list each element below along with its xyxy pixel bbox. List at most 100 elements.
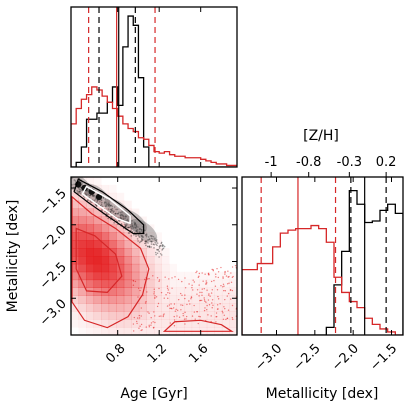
red-density-cell: [101, 327, 110, 335]
red-density-cell: [138, 263, 147, 273]
black-scatter-point: [93, 194, 96, 197]
red-density-cell: [93, 295, 102, 304]
red-scatter-point: [231, 316, 234, 319]
red-scatter-point: [191, 284, 193, 286]
black-scatter-point: [110, 204, 112, 206]
black-scatter-point: [121, 213, 123, 216]
black-scatter-point: [150, 241, 153, 243]
black-scatter-point: [110, 208, 112, 211]
red-density-cell: [123, 303, 132, 312]
red-scatter-point: [181, 280, 183, 283]
red-density-cell: [214, 287, 223, 296]
red-scatter-point: [198, 275, 200, 277]
red-scatter-point: [184, 294, 186, 296]
red-density-cell: [169, 271, 178, 281]
black-scatter-point: [130, 225, 132, 228]
red-density-cell: [86, 248, 95, 257]
black-scatter-point: [150, 235, 153, 237]
red-scatter-point: [222, 286, 224, 288]
black-scatter-point: [161, 245, 164, 248]
red-density-cell: [123, 224, 132, 233]
density-map-xtick-label: 0.8: [103, 341, 128, 366]
red-density-cell: [71, 177, 79, 186]
black-scatter-point: [111, 205, 114, 208]
red-scatter-point: [144, 302, 147, 304]
black-scatter-point: [111, 210, 114, 212]
red-density-cell: [176, 319, 185, 328]
red-scatter-point: [145, 326, 147, 328]
red-scatter-point: [216, 308, 219, 310]
black-scatter-point: [154, 239, 157, 242]
black-scatter-point: [99, 201, 101, 203]
red-density-cell: [131, 208, 140, 217]
black-scatter-point: [138, 241, 141, 244]
black-scatter-point: [127, 220, 130, 223]
red-density-cell: [131, 311, 140, 320]
red-scatter-point: [231, 289, 234, 292]
red-density-cell: [138, 216, 147, 225]
red-scatter-point: [225, 275, 228, 277]
black-scatter-point: [122, 215, 125, 218]
red-density-cell: [154, 303, 162, 312]
red-density-cell: [199, 295, 208, 304]
black-scatter-point: [155, 239, 158, 242]
red-density-cell: [146, 303, 155, 312]
black-scatter-point: [79, 192, 82, 195]
black-scatter-point: [102, 197, 105, 199]
black-scatter-point: [87, 188, 89, 191]
red-density-cell: [138, 311, 147, 320]
red-scatter-point: [185, 318, 187, 320]
red-density-cell: [116, 192, 125, 202]
black-scatter-point: [104, 205, 107, 208]
metallicity-histogram-ticks: [270, 172, 392, 335]
black-scatter-point: [78, 188, 81, 191]
black-scatter-point: [101, 209, 103, 211]
black-scatter-point: [152, 235, 155, 238]
black-scatter-point: [135, 233, 137, 236]
red-scatter-point: [191, 286, 193, 289]
black-scatter-point: [78, 190, 81, 193]
red-scatter-point: [216, 304, 219, 306]
black-scatter-point: [132, 227, 135, 229]
metallicity-histogram-series-black-step-line: [242, 189, 403, 335]
red-scatter-point: [214, 285, 217, 287]
black-scatter-point: [156, 252, 159, 255]
red-scatter-point: [227, 270, 229, 272]
red-density-cell: [229, 327, 237, 335]
red-scatter-point: [207, 314, 209, 316]
red-density-cell: [86, 279, 95, 288]
black-scatter-point: [140, 239, 143, 241]
red-density-cell: [131, 216, 140, 225]
red-scatter-point: [181, 304, 184, 307]
black-scatter-point: [145, 234, 147, 236]
black-scatter-point: [89, 194, 92, 197]
black-scatter-point: [123, 223, 126, 226]
red-scatter-point: [176, 315, 178, 317]
red-scatter-point: [180, 304, 182, 306]
red-density-cell: [116, 271, 125, 281]
black-scatter-point: [133, 222, 136, 225]
red-scatter-point: [168, 304, 171, 306]
red-scatter-point: [215, 321, 217, 323]
red-density-cell: [71, 311, 79, 320]
red-scatter-point: [226, 295, 228, 297]
density-map-ticks: [71, 177, 237, 335]
red-density-cell: [206, 271, 215, 281]
black-scatter-point: [87, 193, 89, 195]
black-scatter-point: [159, 252, 162, 255]
red-density-cell: [138, 303, 147, 312]
red-density-cell: [184, 271, 193, 281]
red-scatter-point: [153, 311, 155, 313]
red-scatter-point: [231, 266, 234, 268]
red-density-cell: [101, 200, 110, 209]
red-density-cell: [229, 319, 237, 328]
red-scatter-point: [150, 324, 152, 326]
red-scatter-point: [227, 309, 230, 311]
red-scatter-point: [160, 315, 162, 317]
red-scatter-point: [208, 294, 210, 296]
red-density-cell: [86, 232, 95, 241]
x-axis-title-age: Age [Gyr]: [120, 386, 187, 402]
black-scatter-point: [90, 201, 93, 204]
black-scatter-point: [134, 223, 136, 225]
red-scatter-point: [191, 315, 194, 317]
